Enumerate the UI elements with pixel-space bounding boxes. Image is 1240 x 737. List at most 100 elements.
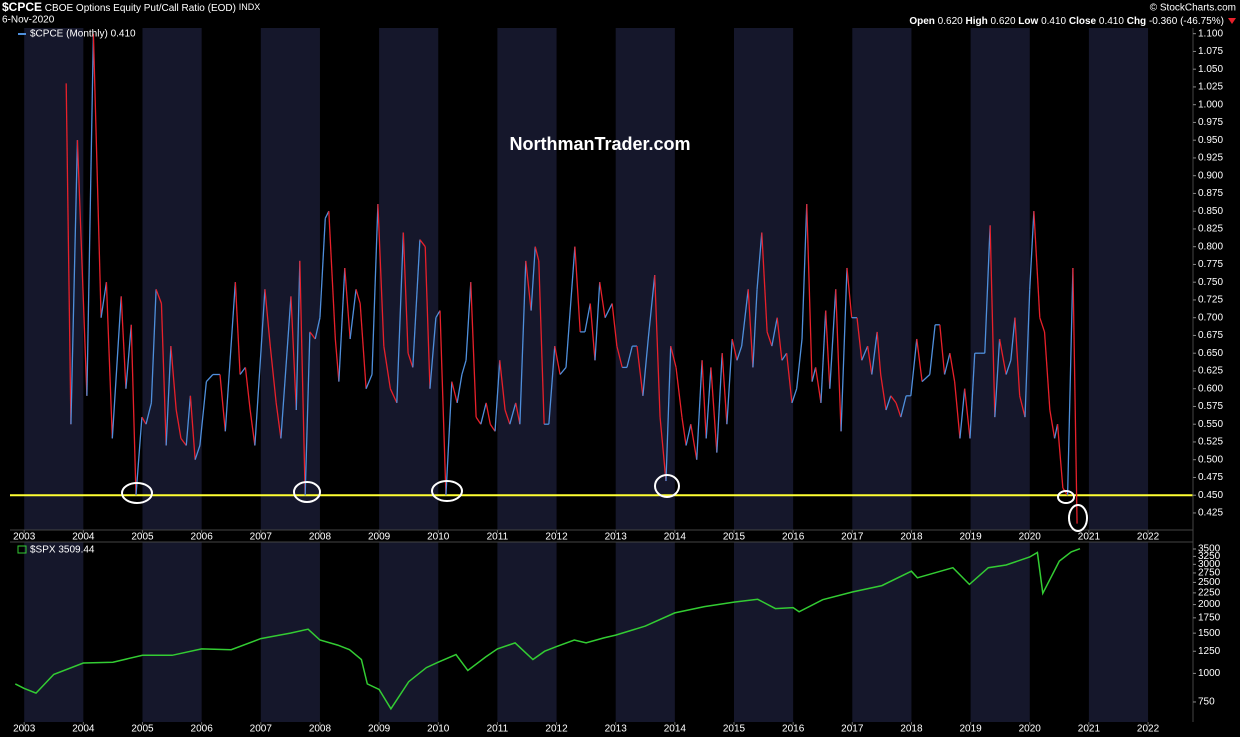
line-segment [338, 267, 346, 382]
y-tick-label: 2250 [1198, 588, 1221, 599]
line-segment [65, 83, 72, 425]
x-tick-label: 2019 [959, 724, 982, 735]
line-segment [871, 331, 878, 375]
line-segment [846, 267, 853, 318]
y-tick-label: 0.725 [1198, 295, 1223, 306]
x-tick-label: 2020 [1019, 532, 1042, 543]
x-tick-label: 2008 [309, 724, 332, 735]
line-segment [424, 246, 431, 389]
line-segment [989, 225, 996, 418]
x-tick-label: 2003 [13, 532, 36, 543]
y-tick-label: 0.800 [1198, 241, 1223, 252]
line-segment [867, 346, 873, 375]
y-tick-label: 1.100 [1198, 28, 1223, 39]
x-tick-label: 2018 [900, 532, 923, 543]
line-segment [599, 282, 606, 318]
line-segment [665, 346, 672, 482]
y-tick-label: 0.450 [1198, 490, 1223, 501]
year-band [497, 28, 557, 530]
line-segment [636, 346, 644, 396]
line-segment [670, 345, 677, 368]
watermark: NorthmanTrader.com [509, 134, 690, 154]
line-segment [355, 289, 361, 304]
line-segment [205, 374, 214, 383]
line-segment [840, 267, 848, 432]
line-segment [939, 324, 946, 375]
line-segment [525, 260, 532, 311]
line-segment [659, 417, 667, 482]
line-segment [155, 289, 163, 304]
x-tick-label: 2022 [1137, 532, 1160, 543]
line-segment [494, 360, 501, 432]
line-segment [1049, 409, 1056, 439]
circle-annotation [654, 474, 680, 498]
x-tick-label: 2022 [1137, 724, 1160, 735]
x-tick-label: 2007 [250, 724, 273, 735]
line-segment [76, 140, 88, 396]
annotations [121, 474, 1088, 532]
x-tick-label: 2020 [1019, 724, 1042, 735]
line-segment [254, 289, 266, 446]
line-segment [1010, 317, 1016, 361]
y-tick-label: 2750 [1198, 568, 1221, 579]
y-tick-label: 0.825 [1198, 224, 1223, 235]
y-tick-label: 0.875 [1198, 188, 1223, 199]
line-segment [895, 402, 902, 418]
exchange: INDX [239, 2, 261, 12]
y-tick-label: 1500 [1198, 628, 1221, 639]
y-tick-label: 0.575 [1198, 401, 1223, 412]
line-segment [796, 338, 803, 389]
line-segment [475, 416, 482, 425]
legend-label: $SPX 3509.44 [30, 545, 95, 556]
year-band [733, 28, 794, 530]
line-segment [856, 317, 863, 361]
line-segment [319, 218, 326, 318]
line-segment [509, 402, 517, 425]
year-band [142, 542, 202, 722]
quote-label: Close [1069, 16, 1097, 27]
line-segment [141, 416, 147, 425]
line-segment [334, 338, 340, 382]
x-tick-label: 2018 [900, 724, 923, 735]
y-tick-label: 0.925 [1198, 153, 1223, 164]
line-segment [604, 303, 613, 318]
y-tick-label: 0.900 [1198, 170, 1223, 181]
y-tick-label: 0.775 [1198, 259, 1223, 270]
x-tick-label: 2017 [841, 724, 864, 735]
line-segment [111, 296, 122, 439]
line-segment [943, 353, 951, 375]
y-tick-label: 0.750 [1198, 277, 1223, 288]
line-segment [175, 409, 182, 439]
line-segment [820, 310, 827, 403]
line-segment [120, 296, 127, 389]
quote-label: Low [1018, 16, 1038, 27]
line-segment [589, 303, 596, 361]
line-segment [224, 282, 237, 432]
line-segment [1033, 211, 1041, 318]
line-segment [626, 345, 633, 368]
line-segment [470, 282, 477, 418]
line-segment [616, 345, 623, 368]
y-tick-label: 0.425 [1198, 508, 1223, 519]
line-segment [890, 395, 897, 404]
line-segment [100, 282, 108, 318]
line-segment [1066, 267, 1074, 496]
line-segment [1056, 424, 1064, 489]
line-segment [429, 317, 437, 389]
line-segment [412, 239, 421, 368]
line-segment [1039, 317, 1046, 333]
y-tick-label: 3000 [1198, 559, 1221, 570]
line-segment [377, 204, 385, 347]
y-tick-label: 0.600 [1198, 383, 1223, 394]
x-tick-label: 2016 [782, 532, 805, 543]
line-segment [480, 402, 487, 425]
line-segment [752, 289, 758, 368]
line-segment [304, 331, 311, 496]
line-segment [611, 303, 618, 347]
line-segment [499, 360, 506, 411]
x-tick-label: 2005 [131, 724, 154, 735]
line-segment [504, 409, 511, 425]
y-tick-label: 0.850 [1198, 206, 1223, 217]
x-tick-label: 2011 [487, 724, 509, 735]
